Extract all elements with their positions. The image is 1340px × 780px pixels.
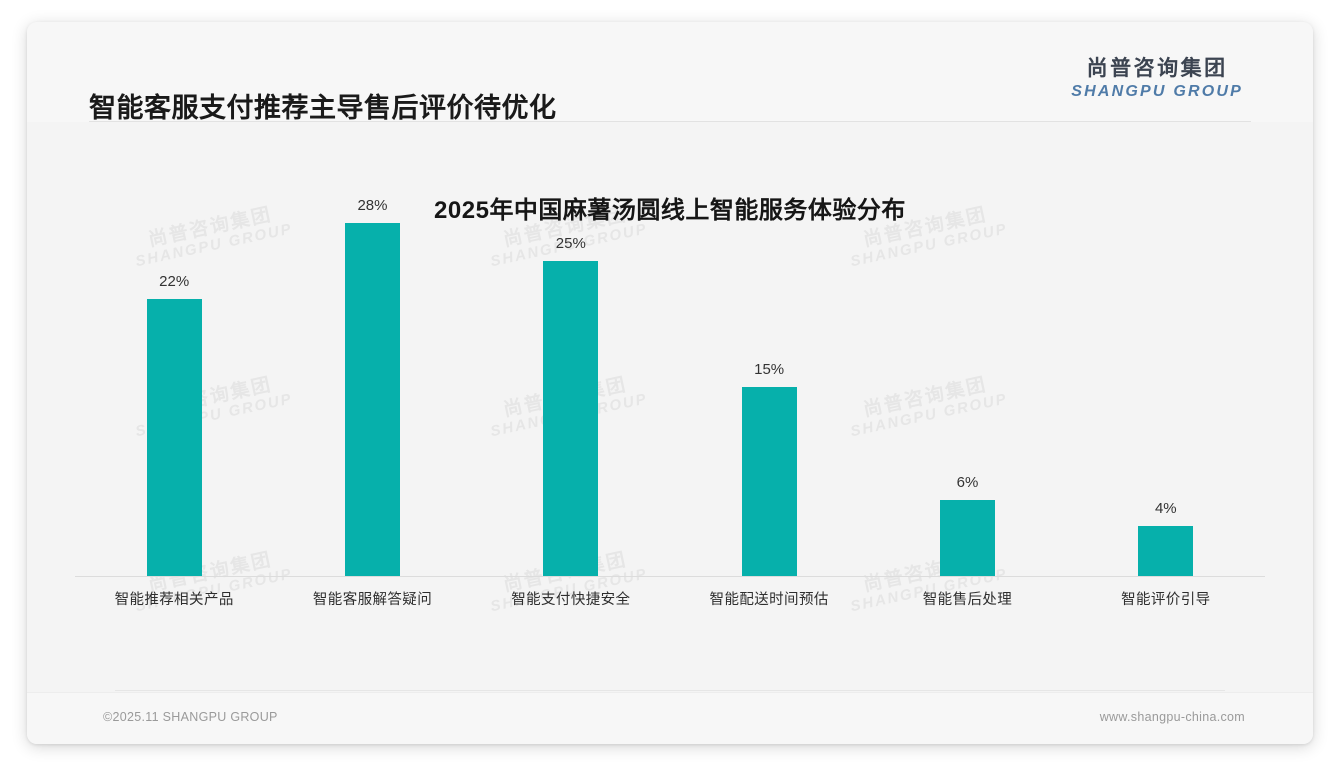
bar[interactable] (146, 298, 202, 576)
bar[interactable] (741, 386, 797, 576)
chart-title: 2025年中国麻薯汤圆线上智能服务体验分布 (434, 197, 906, 224)
website-link[interactable]: www.shangpu-china.com (1099, 710, 1245, 724)
footnote-divider (115, 690, 1225, 691)
x-axis-labels: 智能推荐相关产品 智能客服解答疑问 智能支付快捷安全 智能配送时间预估 智能售后处理 智能… (75, 588, 1265, 609)
bar-value-label: 6% (956, 474, 979, 492)
bar[interactable] (543, 260, 599, 576)
brand-name-en: SHANGPU GROUP (1071, 83, 1243, 100)
x-axis-label: 智能配送时间预估 (709, 592, 829, 608)
bar[interactable] (344, 223, 400, 576)
bar-slot: 22% (75, 177, 273, 576)
x-axis-label: 智能售后处理 (922, 592, 1013, 608)
bar-slot: 4% (1067, 177, 1265, 576)
x-axis-label: 智能客服解答疑问 (312, 592, 433, 608)
slide-header: 智能客服支付推荐主导售后评价待优化 尚普咨询集团 SHANGPU GROUP (27, 22, 1313, 123)
bar-value-label: 28% (357, 197, 388, 214)
copyright-text: ©2025.11 SHANGPU GROUP (103, 710, 278, 724)
bar-series: 22% 28% 25% 15% 6% 4% (75, 177, 1265, 576)
bar-value-label: 4% (1154, 499, 1177, 517)
bar-value-label: 22% (159, 272, 190, 290)
bar-slot: 28% (273, 177, 471, 576)
chart-section: 尚普咨询集团 SHANGPU GROUP 尚普咨询集团 SHANGPU GROU… (27, 122, 1313, 692)
bar[interactable] (1138, 525, 1194, 576)
page-title: 智能客服支付推荐主导售后评价待优化 (89, 93, 557, 123)
x-axis-label: 智能推荐相关产品 (114, 592, 234, 608)
bar-value-label: 25% (555, 234, 586, 252)
brand-name-cn: 尚普咨询集团 (1086, 57, 1228, 80)
bar[interactable] (939, 500, 995, 576)
header-divider (89, 121, 1251, 122)
bar-slot: 15% (670, 177, 868, 576)
bar-slot: 6% (868, 177, 1066, 576)
x-axis-label: 智能支付快捷安全 (511, 592, 631, 608)
slide-footer: ©2025.11 SHANGPU GROUP www.shangpu-china… (27, 692, 1313, 744)
bar-chart-plot: 22% 28% 25% 15% 6% 4% (75, 177, 1265, 577)
bar-value-label: 15% (754, 360, 785, 378)
bar-slot: 25% (472, 177, 670, 576)
slide-card: 智能客服支付推荐主导售后评价待优化 尚普咨询集团 SHANGPU GROUP 尚… (27, 22, 1313, 744)
x-axis-label: 智能评价引导 (1121, 592, 1211, 608)
brand-logo: 尚普咨询集团 SHANGPU GROUP (1071, 58, 1243, 100)
x-axis-line (75, 576, 1265, 577)
